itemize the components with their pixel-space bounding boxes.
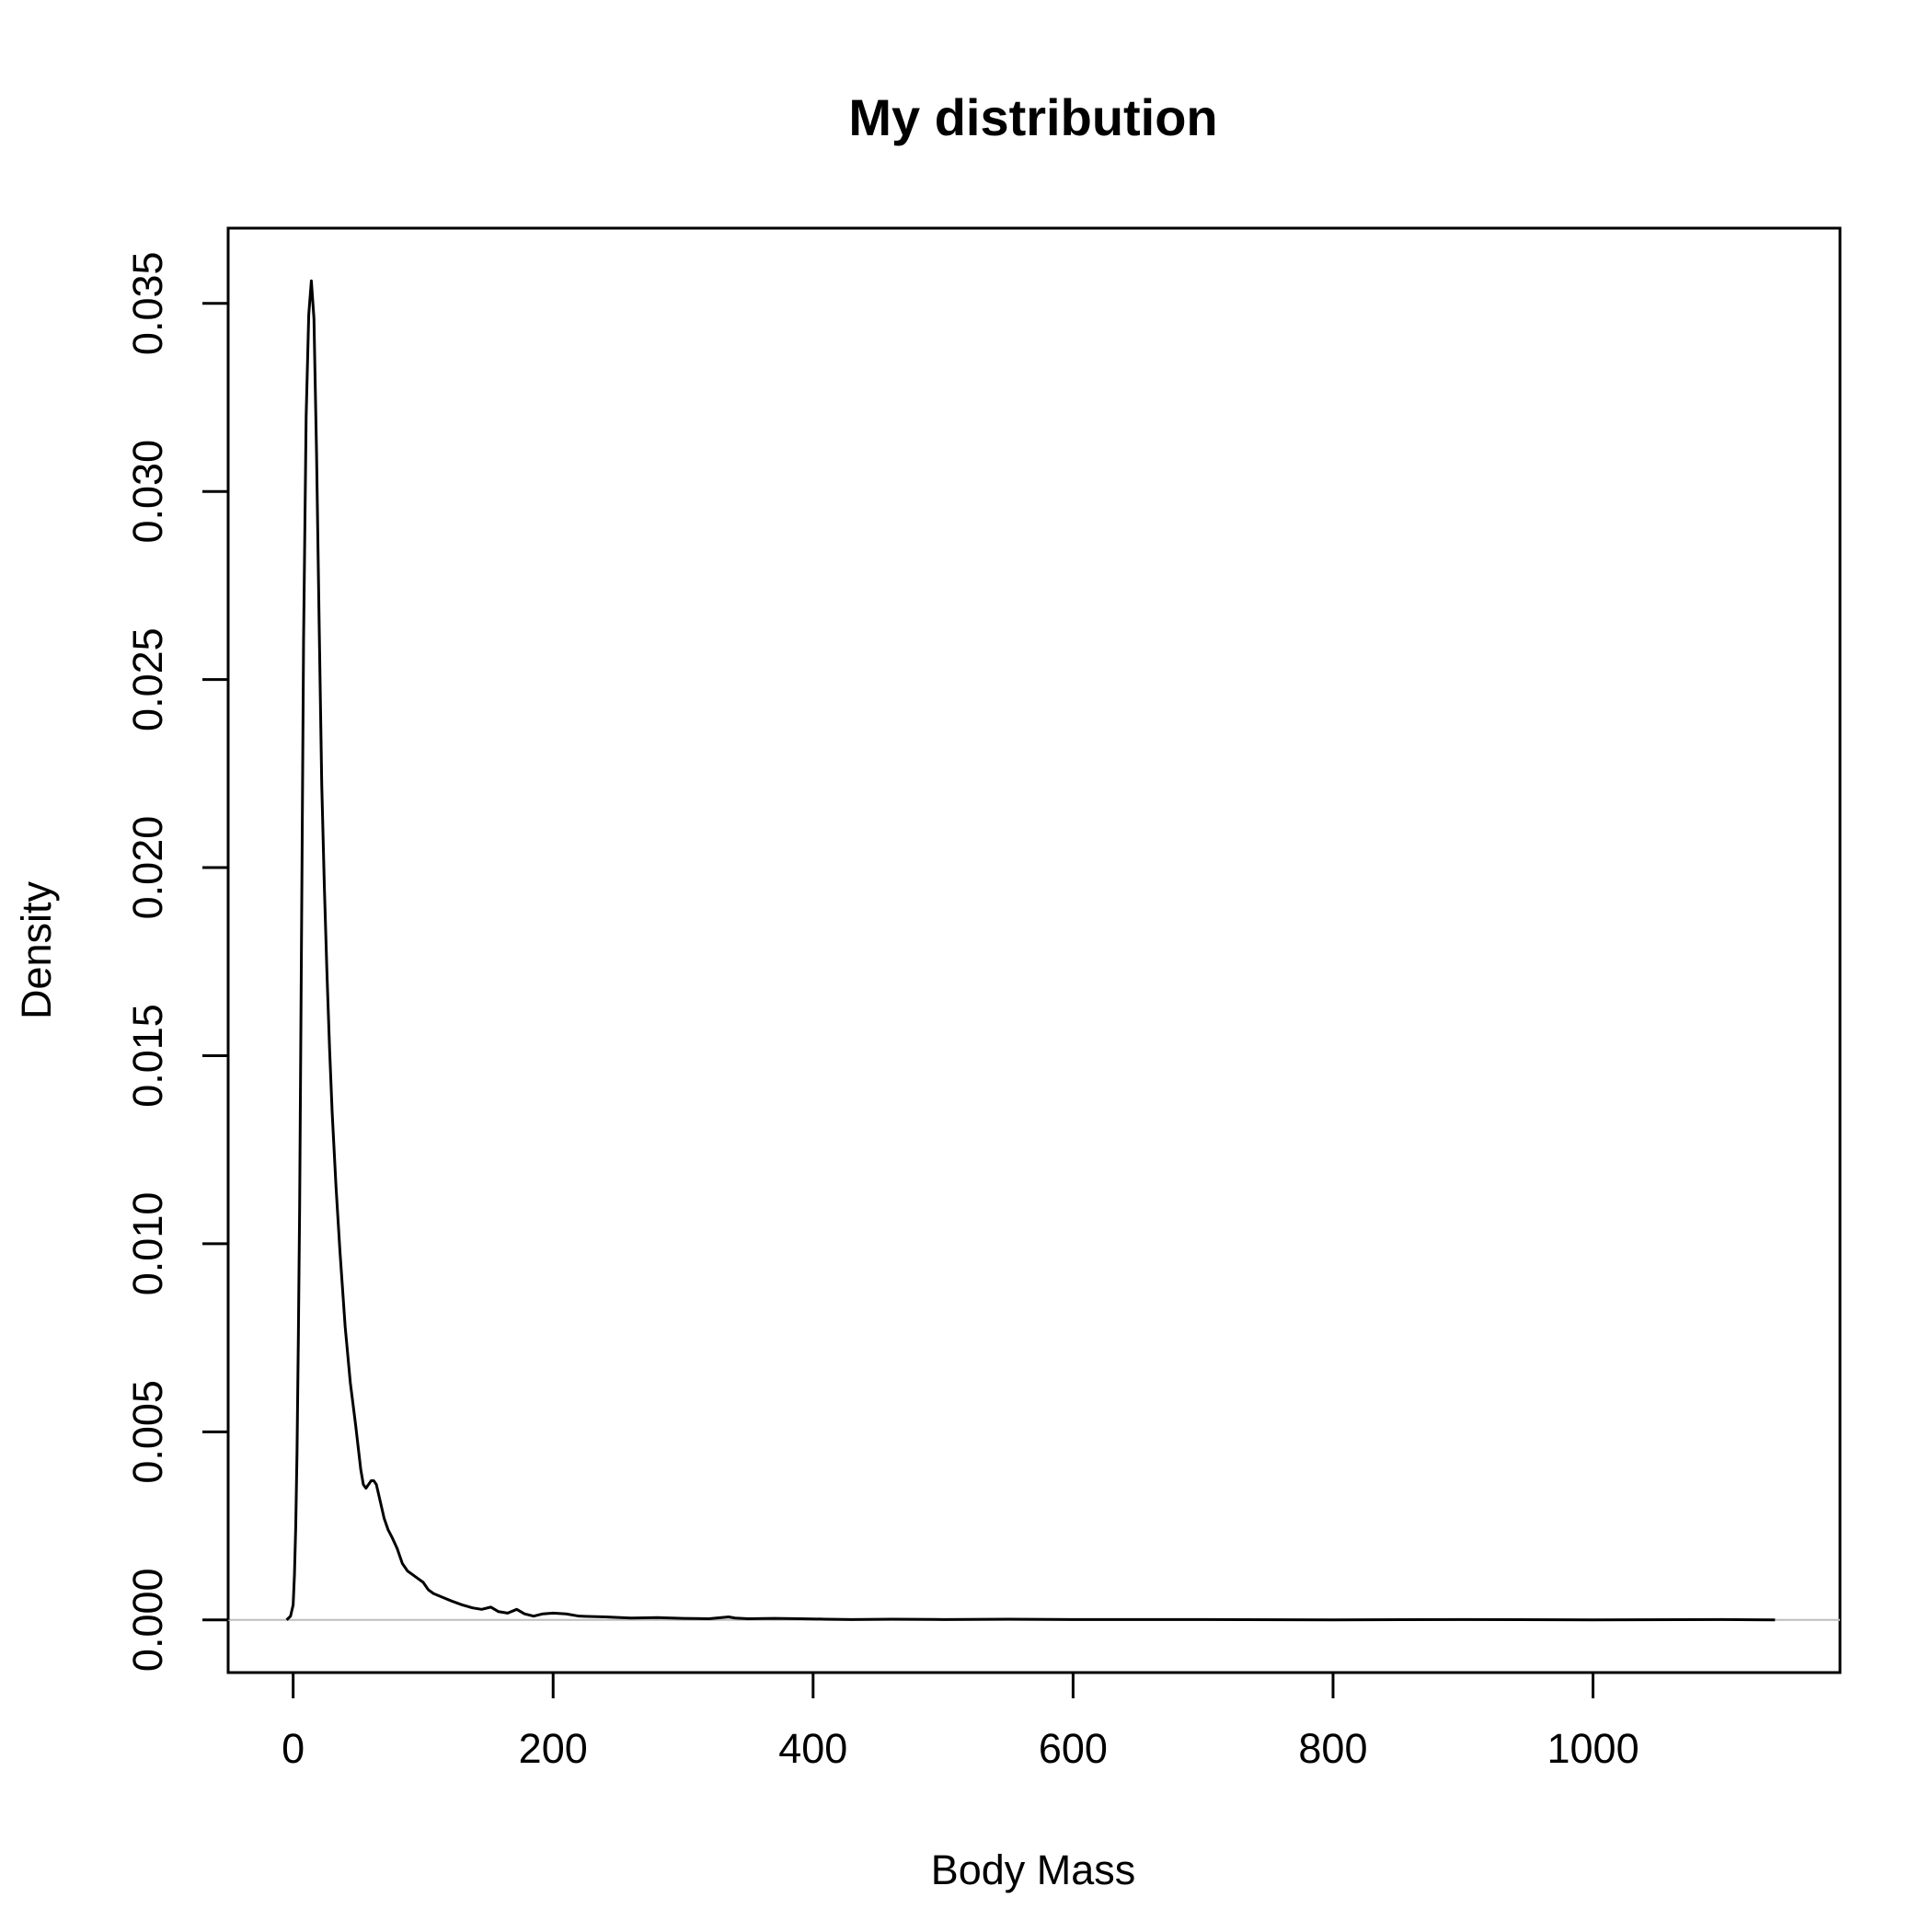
y-axis: 0.000 0.005 0.010 0.015 0.020 0.025 0.030 0.035 [124, 251, 230, 1672]
x-tick-label: 200 [519, 1725, 588, 1772]
y-tick-label: 0.000 [124, 1568, 171, 1672]
x-tick-label: 600 [1039, 1725, 1108, 1772]
x-axis-label: Body Mass [931, 1846, 1136, 1893]
y-tick-label: 0.020 [124, 816, 171, 920]
y-tick-label: 0.030 [124, 440, 171, 544]
x-tick-label: 800 [1298, 1725, 1367, 1772]
y-tick-label: 0.035 [124, 251, 171, 355]
y-tick-label: 0.025 [124, 627, 171, 731]
plot-area [226, 226, 1842, 1674]
density-curve [285, 279, 1776, 1622]
chart-title: My distribution [848, 88, 1217, 146]
x-axis: 0 200 400 600 800 1000 [282, 1671, 1639, 1772]
x-tick-label: 0 [282, 1725, 305, 1772]
y-axis-label: Density [13, 880, 60, 1019]
y-tick-label: 0.015 [124, 1004, 171, 1108]
x-tick-label: 400 [778, 1725, 847, 1772]
x-tick-label: 1000 [1547, 1725, 1639, 1772]
plot-frame [226, 226, 1842, 1674]
y-tick-label: 0.010 [124, 1192, 171, 1296]
y-tick-label: 0.005 [124, 1380, 171, 1484]
